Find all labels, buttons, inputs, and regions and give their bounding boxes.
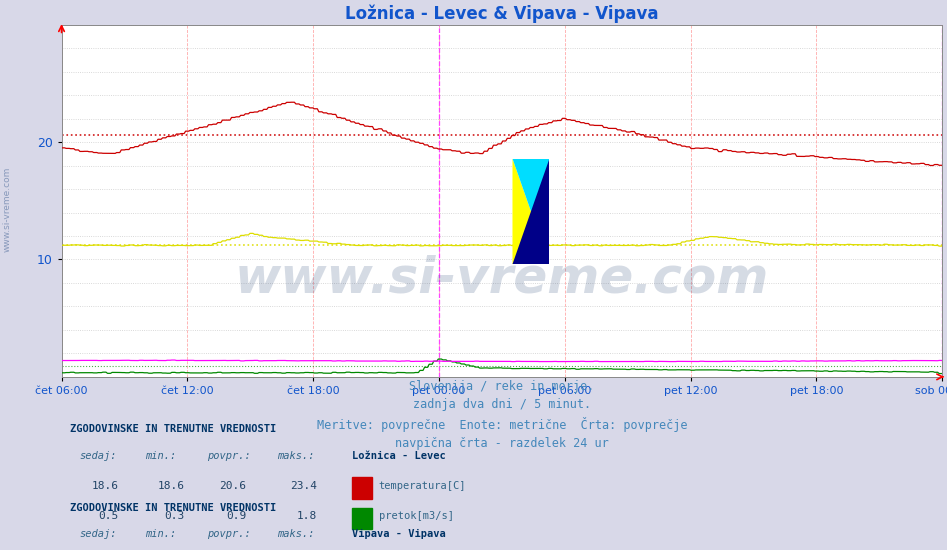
Text: www.si-vreme.com: www.si-vreme.com: [3, 166, 12, 252]
Text: pretok[m3/s]: pretok[m3/s]: [379, 511, 454, 521]
Title: Ložnica - Levec & Vipava - Vipava: Ložnica - Levec & Vipava - Vipava: [345, 5, 659, 23]
Text: povpr.:: povpr.:: [206, 530, 251, 540]
Text: min.:: min.:: [145, 530, 176, 540]
Text: 0.5: 0.5: [98, 511, 118, 521]
Text: Slovenija / reke in morje.
zadnja dva dni / 5 minut.
Meritve: povprečne  Enote: : Slovenija / reke in morje. zadnja dva dn…: [316, 380, 688, 450]
Text: 23.4: 23.4: [290, 481, 317, 491]
Text: maks.:: maks.:: [277, 530, 314, 540]
Text: 0.3: 0.3: [165, 511, 185, 521]
Text: sedaj:: sedaj:: [80, 530, 116, 540]
Text: www.si-vreme.com: www.si-vreme.com: [235, 254, 769, 303]
Text: 18.6: 18.6: [158, 481, 185, 491]
Text: temperatura[C]: temperatura[C]: [379, 481, 466, 491]
Text: sedaj:: sedaj:: [80, 450, 116, 460]
Text: 1.8: 1.8: [296, 511, 317, 521]
Text: 0.9: 0.9: [226, 511, 246, 521]
Text: 18.6: 18.6: [92, 481, 118, 491]
Text: Ložnica - Levec: Ložnica - Levec: [352, 450, 446, 460]
Bar: [352, 508, 371, 530]
Text: 20.6: 20.6: [220, 481, 246, 491]
Text: ZGODOVINSKE IN TRENUTNE VREDNOSTI: ZGODOVINSKE IN TRENUTNE VREDNOSTI: [70, 503, 277, 513]
Text: Vipava - Vipava: Vipava - Vipava: [352, 530, 446, 540]
Text: ZGODOVINSKE IN TRENUTNE VREDNOSTI: ZGODOVINSKE IN TRENUTNE VREDNOSTI: [70, 424, 277, 434]
Bar: [352, 477, 371, 499]
Text: min.:: min.:: [145, 450, 176, 460]
Text: maks.:: maks.:: [277, 450, 314, 460]
Text: povpr.:: povpr.:: [206, 450, 251, 460]
